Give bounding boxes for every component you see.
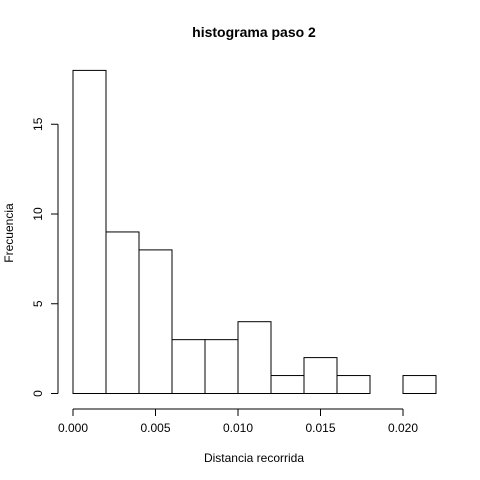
- histogram-bar: [270, 375, 305, 394]
- y-axis: 0 5 10 15: [31, 117, 59, 397]
- x-tick-label: 0.005: [140, 421, 170, 435]
- histogram-bar: [237, 321, 272, 395]
- x-tick-label: 0.015: [305, 421, 335, 435]
- y-tick-label: 15: [31, 117, 45, 131]
- x-axis-label: Distancia recorrida: [204, 451, 304, 465]
- y-tick-label: 5: [31, 300, 45, 307]
- x-tick-label: 0.020: [388, 421, 418, 435]
- histogram-bar: [138, 249, 173, 394]
- x-tick-label: 0.000: [58, 421, 88, 435]
- histogram-bar: [303, 357, 338, 395]
- y-axis-label: Frecuencia: [2, 203, 16, 263]
- histogram-bar: [402, 375, 437, 394]
- histogram-bar: [336, 375, 371, 394]
- histogram-bar: [105, 231, 140, 394]
- x-axis: 0.000 0.005 0.010 0.015 0.020: [58, 408, 418, 435]
- histogram-bar: [72, 69, 107, 395]
- chart-title: histograma paso 2: [192, 24, 316, 40]
- histogram-bar: [171, 339, 206, 394]
- histogram-bar: [204, 339, 239, 394]
- y-tick-label: 10: [31, 207, 45, 221]
- x-tick-label: 0.010: [223, 421, 253, 435]
- y-tick-label: 0: [31, 390, 45, 397]
- bars-layer: [72, 69, 437, 395]
